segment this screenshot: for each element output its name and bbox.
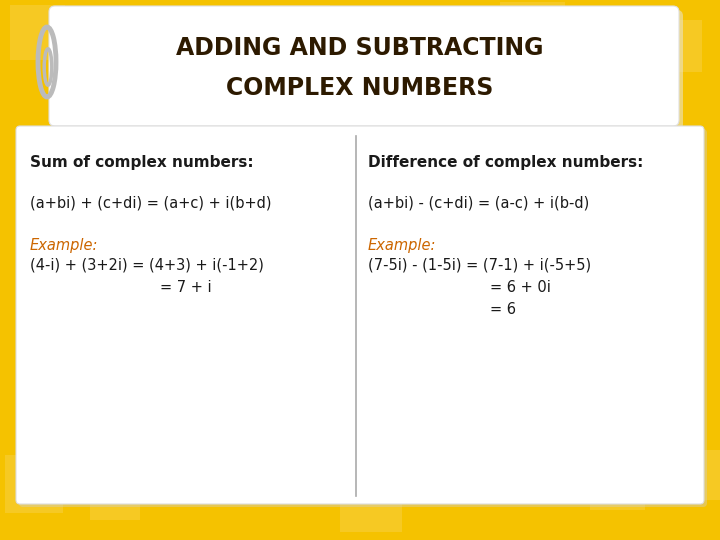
FancyBboxPatch shape [5, 455, 63, 513]
FancyBboxPatch shape [590, 455, 645, 510]
FancyBboxPatch shape [49, 6, 679, 126]
FancyBboxPatch shape [19, 129, 707, 507]
FancyBboxPatch shape [670, 450, 720, 500]
FancyBboxPatch shape [16, 126, 704, 504]
Text: = 6: = 6 [490, 302, 516, 317]
Text: Example:: Example: [30, 238, 99, 253]
Text: (4-i) + (3+2i) = (4+3) + i(-1+2): (4-i) + (3+2i) = (4+3) + i(-1+2) [30, 258, 264, 273]
Text: (7-5i) - (1-5i) = (7-1) + i(-5+5): (7-5i) - (1-5i) = (7-1) + i(-5+5) [368, 258, 591, 273]
Text: COMPLEX NUMBERS: COMPLEX NUMBERS [226, 76, 494, 100]
FancyBboxPatch shape [650, 20, 702, 72]
Text: Difference of complex numbers:: Difference of complex numbers: [368, 155, 644, 170]
Text: ADDING AND SUBTRACTING: ADDING AND SUBTRACTING [176, 36, 544, 60]
Text: (a+bi) - (c+di) = (a-c) + i(b-d): (a+bi) - (c+di) = (a-c) + i(b-d) [368, 195, 589, 210]
Text: = 6 + 0i: = 6 + 0i [490, 280, 551, 295]
FancyBboxPatch shape [270, 5, 330, 65]
Text: Example:: Example: [368, 238, 436, 253]
FancyBboxPatch shape [500, 2, 565, 67]
FancyBboxPatch shape [340, 470, 402, 532]
FancyBboxPatch shape [90, 470, 140, 520]
Text: Sum of complex numbers:: Sum of complex numbers: [30, 155, 253, 170]
FancyBboxPatch shape [53, 10, 683, 130]
Text: (a+bi) + (c+di) = (a+c) + i(b+d): (a+bi) + (c+di) = (a+c) + i(b+d) [30, 195, 271, 210]
Text: = 7 + i: = 7 + i [160, 280, 212, 295]
FancyBboxPatch shape [10, 5, 65, 60]
